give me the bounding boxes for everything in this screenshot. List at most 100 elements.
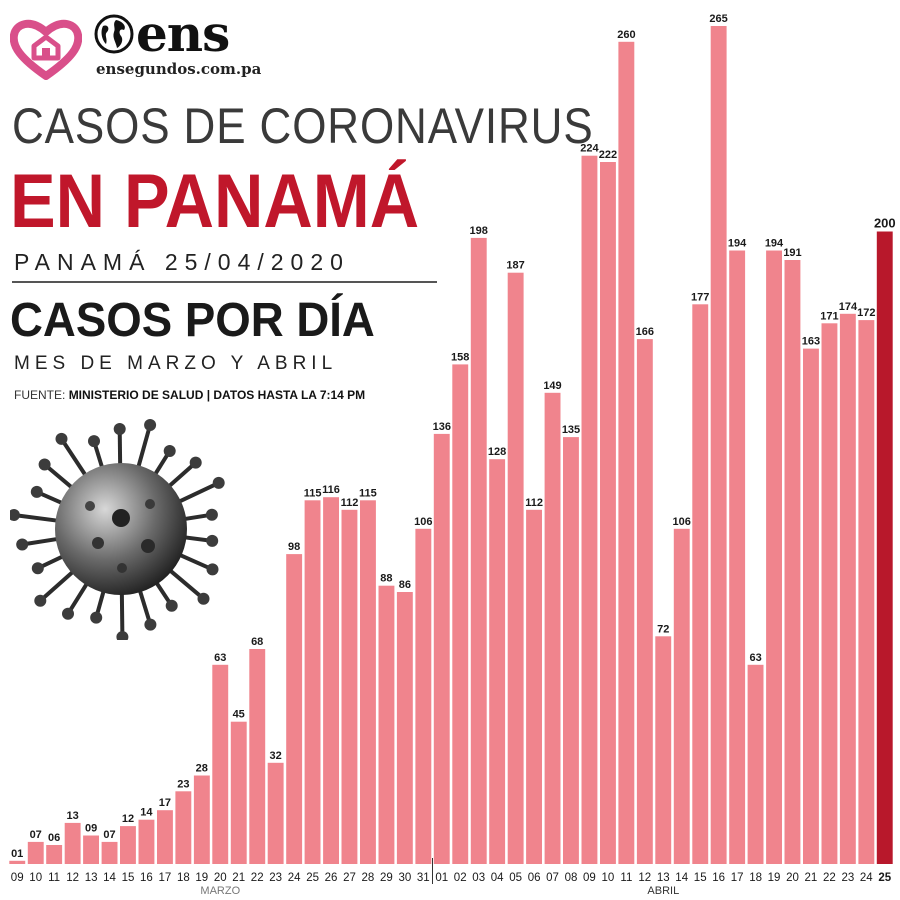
bar	[858, 320, 875, 865]
bar	[267, 762, 284, 864]
x-tick-label: 01	[435, 872, 448, 884]
bar	[230, 721, 247, 864]
x-tick-label: 23	[842, 872, 855, 884]
x-tick-label: 13	[85, 872, 98, 884]
bar-value-label: 13	[66, 810, 78, 822]
coronavirus-illustration-icon	[10, 419, 225, 640]
bar-value-label: 171	[820, 310, 838, 322]
x-tick-label: 31	[417, 872, 430, 884]
header-divider	[12, 281, 437, 283]
bar	[636, 339, 653, 865]
bar	[470, 237, 487, 864]
x-tick-label: 21	[232, 872, 245, 884]
bar-value-label: 191	[783, 247, 801, 259]
bar	[581, 155, 598, 864]
bar-value-label: 158	[451, 351, 469, 363]
bar	[9, 860, 26, 864]
x-tick-label: 18	[177, 872, 190, 884]
x-tick-label: 29	[380, 872, 393, 884]
x-tick-label: 24	[288, 872, 301, 884]
bar-value-label: 45	[233, 709, 245, 721]
x-tick-label: 27	[343, 872, 356, 884]
month-label: MARZO	[200, 885, 240, 897]
bar	[747, 664, 764, 864]
bar	[489, 459, 506, 864]
bar-value-label: 07	[103, 829, 115, 841]
bar-value-label: 14	[140, 807, 153, 819]
x-tick-label: 07	[546, 872, 559, 884]
bar	[120, 826, 136, 864]
bar-value-label: 198	[470, 225, 488, 237]
brand-logo-text: ens	[136, 4, 230, 63]
bar-value-label: 194	[765, 238, 784, 250]
x-tick-label: 30	[399, 872, 412, 884]
bar-value-label: 12	[122, 813, 134, 825]
bar	[710, 26, 727, 864]
x-tick-label: 23	[269, 872, 282, 884]
bar-value-label: 187	[506, 260, 524, 272]
bar-value-label: 09	[85, 823, 97, 835]
x-tick-label: 05	[509, 872, 522, 884]
bar	[415, 528, 432, 864]
bar-value-label: 86	[399, 579, 411, 591]
bar-value-label: 166	[636, 326, 654, 338]
home-heart-logo-icon	[10, 19, 82, 80]
x-tick-label: 10	[602, 872, 615, 884]
x-tick-label: 16	[712, 872, 725, 884]
bar	[64, 822, 81, 864]
bar	[618, 41, 635, 865]
bar	[193, 775, 210, 864]
bar-value-label: 68	[251, 636, 263, 648]
bar-value-label: 224	[580, 143, 599, 155]
bar	[673, 528, 690, 864]
bar	[876, 231, 893, 864]
bar-value-label: 200	[874, 216, 896, 231]
x-tick-label: 04	[491, 872, 504, 884]
bar	[138, 819, 155, 864]
bar	[600, 162, 616, 864]
bar-value-label: 06	[48, 832, 60, 844]
x-tick-label: 17	[731, 872, 744, 884]
x-tick-label: 26	[325, 872, 338, 884]
bar-value-label: 172	[857, 307, 875, 319]
bar	[766, 250, 782, 864]
bar-value-label: 28	[196, 763, 208, 775]
x-tick-label: 09	[11, 872, 24, 884]
bar-value-label: 194	[728, 238, 747, 250]
bar	[655, 636, 672, 864]
bar	[175, 791, 192, 864]
bar	[784, 260, 801, 864]
x-tick-label: 22	[251, 872, 264, 884]
bar	[212, 664, 229, 864]
bar-value-label: 63	[749, 652, 761, 664]
bar	[433, 433, 450, 864]
bar-value-label: 116	[322, 484, 340, 496]
bar-value-label: 260	[617, 29, 635, 41]
bar-value-label: 163	[802, 336, 820, 348]
bar-value-label: 23	[177, 778, 189, 790]
x-tick-label: 15	[694, 872, 707, 884]
x-tick-label: 19	[768, 872, 781, 884]
bar	[27, 841, 44, 864]
source-label: FUENTE:	[14, 388, 66, 402]
bar	[544, 392, 561, 864]
bar-value-label: 01	[11, 848, 23, 860]
bar-value-label: 17	[159, 797, 171, 809]
bar	[563, 437, 579, 864]
bar	[692, 304, 709, 864]
bar	[304, 500, 321, 864]
bar-value-label: 63	[214, 652, 226, 664]
bar-value-label: 112	[341, 497, 359, 509]
bar	[286, 554, 303, 864]
x-tick-label: 16	[140, 872, 153, 884]
bar	[396, 592, 413, 864]
bar-value-label: 98	[288, 541, 300, 553]
bar	[839, 313, 856, 864]
bar	[101, 841, 118, 864]
bar-value-label: 07	[30, 829, 42, 841]
bar-value-label: 115	[304, 487, 322, 499]
brand-url: ensegundos.com.pa	[96, 60, 262, 78]
x-tick-label: 24	[860, 872, 873, 884]
x-tick-label: 17	[159, 872, 172, 884]
bar-value-label: 32	[269, 750, 281, 762]
